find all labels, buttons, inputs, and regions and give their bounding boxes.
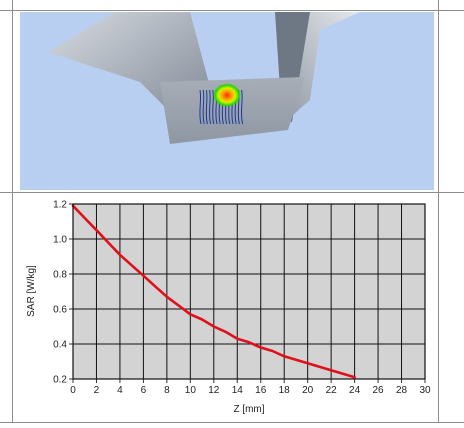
top-border: [0, 10, 464, 11]
x-tick-label: 8: [164, 385, 170, 396]
x-tick-label: 4: [117, 385, 123, 396]
scan-line: [199, 89, 202, 125]
sar-vs-z-chart: 0.2 0.4 0.6 0.8 1.0 1.2 0 2 4 6 8 10 12 14 16 18 20 22 24…: [0, 195, 446, 423]
sar-hotspot: [213, 82, 241, 106]
sar-3d-scan-view: [20, 12, 434, 190]
plot-border: [72, 203, 426, 380]
scan-line: [205, 89, 208, 125]
x-tick-label: 30: [419, 385, 431, 396]
x-tick-label: 16: [255, 385, 267, 396]
chart-svg: 0.20.40.60.81.01.2 0 2 4 6 8 10 12 14 16 18 20 22 24…: [26, 200, 431, 416]
y-tick-label: 1.2: [53, 200, 67, 211]
x-tick-label: 6: [141, 385, 147, 396]
y-tick-label: 1.0: [53, 235, 67, 246]
section-divider: [0, 192, 464, 193]
x-tick-label: 26: [373, 385, 385, 396]
x-tick-label: 18: [279, 385, 291, 396]
scan-line: [208, 89, 212, 125]
sar-series-line: [71, 204, 356, 379]
x-tick-label: 14: [232, 385, 244, 396]
scan-scene-svg: [48, 12, 360, 144]
y-tick-label: 0.8: [53, 270, 67, 281]
x-tick-label: 22: [326, 385, 338, 396]
x-axis-label: Z [mm]: [233, 404, 264, 415]
x-tick-label: 10: [185, 385, 197, 396]
right-border: [438, 0, 439, 423]
x-tick-label: 28: [396, 385, 408, 396]
x-tick-label: 0: [70, 385, 76, 396]
scan-line: [240, 89, 244, 125]
x-tick-label: 24: [349, 385, 361, 396]
phantom-tray: [160, 77, 305, 144]
y-tick-label: 0.2: [53, 375, 67, 386]
x-tick-label: 12: [208, 385, 220, 396]
x-tick-label: 2: [94, 385, 100, 396]
left-border: [12, 0, 13, 423]
y-axis-label: SAR [W/kg]: [26, 265, 37, 317]
x-tick-label: 20: [302, 385, 314, 396]
plot-area: [73, 204, 425, 379]
y-tick-label: 0.6: [53, 305, 67, 316]
y-tick-label: 0.4: [53, 340, 67, 351]
scan-line: [202, 89, 205, 125]
